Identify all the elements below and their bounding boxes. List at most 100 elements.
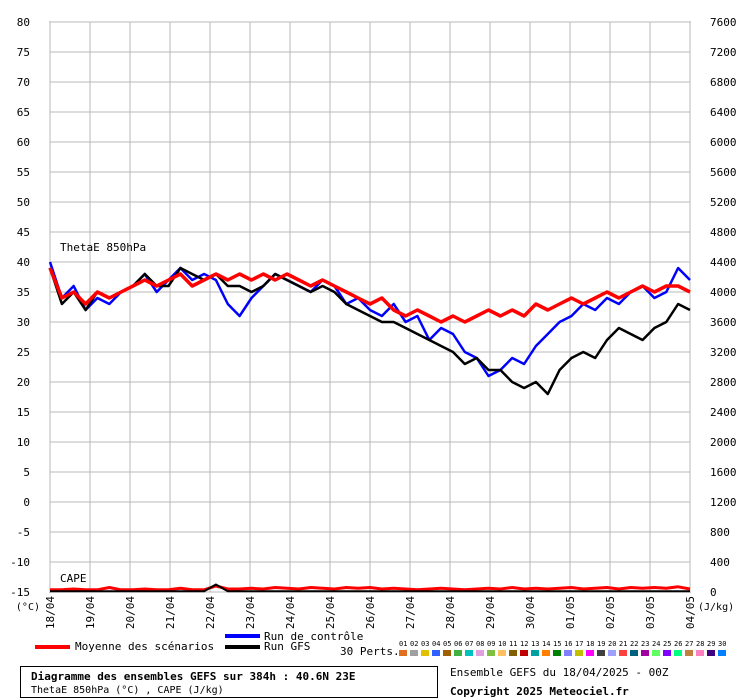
x-tick-label: 01/05 [564,596,577,629]
pert-color-box [674,650,682,656]
x-tick-label: 19/04 [84,596,97,629]
pert-number: 16 [564,640,573,648]
right-tick-label: 4000 [710,286,737,299]
x-tick-label: 28/04 [444,596,457,629]
pert-number: 26 [674,640,683,648]
pert-color-box [487,650,495,656]
legend-mean-swatch [35,645,70,649]
pert-number: 05 [443,640,452,648]
left-tick-label: -15 [10,586,30,599]
pert-number: 07 [465,640,474,648]
pert-number: 20 [608,640,617,648]
pert-number: 09 [487,640,496,648]
thetae-annotation: ThetaE 850hPa [60,241,146,254]
right-tick-label: 6400 [710,106,737,119]
pert-number: 29 [707,640,716,648]
x-tick-label: 03/05 [644,596,657,629]
pert-number: 08 [476,640,485,648]
right-tick-label: 5200 [710,196,737,209]
left-tick-label: 35 [17,286,30,299]
perts-label: 30 Perts. [340,645,400,658]
right-tick-label: 2400 [710,406,737,419]
right-tick-label: 3600 [710,316,737,329]
right-tick-label: 4400 [710,256,737,269]
pert-color-box [630,650,638,656]
right-tick-label: 6000 [710,136,737,149]
pert-number: 24 [652,640,661,648]
x-tick-label: 30/04 [524,596,537,629]
right-tick-label: 5600 [710,166,737,179]
pert-color-box [707,650,715,656]
pert-number: 02 [410,640,419,648]
footer-box: Diagramme des ensembles GEFS sur 384h : … [20,666,438,698]
x-tick-label: 23/04 [244,596,257,629]
pert-number: 21 [619,640,628,648]
pert-color-box [718,650,726,656]
right-tick-label: 2000 [710,436,737,449]
pert-number: 28 [696,640,705,648]
pert-number: 27 [685,640,694,648]
pert-color-box [509,650,517,656]
right-tick-label: 3200 [710,346,737,359]
right-tick-label: 1200 [710,496,737,509]
left-tick-label: 55 [17,166,30,179]
pert-color-box [476,650,484,656]
cape-line [50,583,690,593]
pert-number: 03 [421,640,430,648]
legend-gfs-label: Run GFS [264,640,311,653]
pert-color-box [619,650,627,656]
right-tick-label: 7200 [710,46,737,59]
pert-color-box [586,650,594,656]
right-tick-label: 6800 [710,76,737,89]
x-tick-label: 26/04 [364,596,377,629]
right-tick-label: 4800 [710,226,737,239]
footer-subtitle: ThetaE 850hPa (°C) , CAPE (J/kg) [31,685,224,696]
pert-number: 12 [520,640,529,648]
pert-number: 17 [575,640,584,648]
pert-color-box [685,650,693,656]
legend-gfs-swatch [225,645,260,649]
run-info: Ensemble GEFS du 18/04/2025 - 00Z [450,666,669,679]
x-tick-label: 29/04 [484,596,497,629]
right-tick-label: 2800 [710,376,737,389]
cape-line [50,584,691,592]
pert-color-box [608,650,616,656]
pert-number: 22 [630,640,639,648]
left-tick-label: 0 [23,496,30,509]
pert-number: 18 [586,640,595,648]
pert-color-box [421,650,429,656]
legend-control-label: Run de contrôle [264,630,364,643]
left-tick-label: 80 [17,16,30,29]
right-tick-label: 800 [710,526,730,539]
right-tick-label: 400 [710,556,730,569]
pert-color-box [641,650,649,656]
left-tick-label: 15 [17,406,30,419]
footer-title: Diagramme des ensembles GEFS sur 384h : … [31,670,356,683]
left-tick-label: -10 [10,556,30,569]
left-tick-label: 30 [17,316,30,329]
pert-color-box [663,650,671,656]
pert-color-box [454,650,462,656]
right-tick-label: 1600 [710,466,737,479]
pert-color-box [597,650,605,656]
x-tick-label: 22/04 [204,596,217,629]
left-tick-label: 10 [17,436,30,449]
pert-number: 10 [498,640,507,648]
left-tick-label: 75 [17,46,30,59]
x-tick-label: 27/04 [404,596,417,629]
left-tick-label: 60 [17,136,30,149]
pert-number: 04 [432,640,441,648]
left-tick-label: 70 [17,76,30,89]
right-tick-label: 7600 [710,16,737,29]
left-tick-label: 5 [23,466,30,479]
pert-color-box [443,650,451,656]
x-tick-label: 20/04 [124,596,137,629]
pert-color-box [553,650,561,656]
left-tick-label: 20 [17,376,30,389]
right-tick-label: 0 [710,586,717,599]
pert-number: 13 [531,640,540,648]
x-tick-label: 25/04 [324,596,337,629]
pert-number: 14 [542,640,551,648]
pert-color-box [652,650,660,656]
x-tick-label: 04/05 [684,596,697,629]
